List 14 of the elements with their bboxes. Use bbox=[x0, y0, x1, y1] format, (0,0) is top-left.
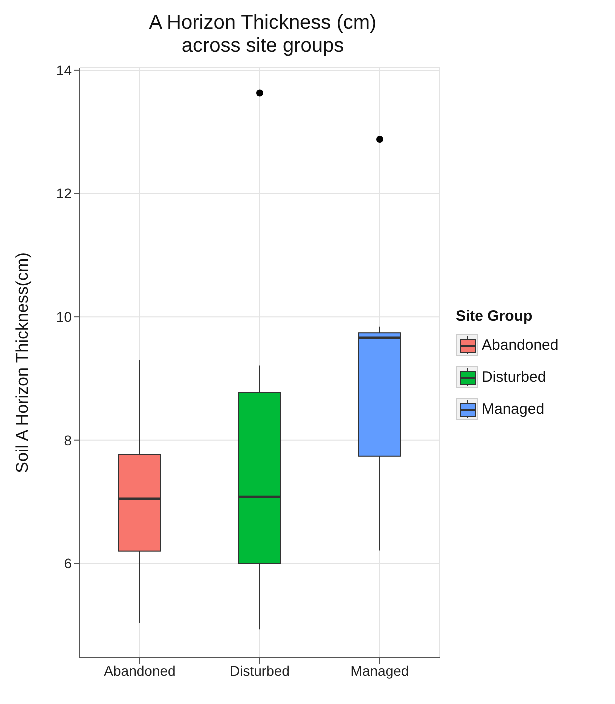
y-tick-label: 14 bbox=[56, 62, 72, 78]
legend-title: Site Group bbox=[456, 308, 534, 325]
y-tick-label: 10 bbox=[56, 309, 72, 326]
y-axis-title: Soil A Horizon Thickness(cm) bbox=[13, 252, 32, 474]
x-tick-label: Disturbed bbox=[230, 662, 290, 679]
legend-label: Disturbed bbox=[482, 368, 546, 386]
x-tick-label: Abandoned bbox=[104, 662, 176, 679]
y-tick-label: 8 bbox=[64, 432, 72, 448]
legend-label: Abandoned bbox=[482, 336, 559, 354]
chart-title: A Horizon Thickness (cm) across site groups bbox=[148, 12, 378, 58]
legend-label: Managed bbox=[482, 400, 545, 418]
y-tick-label: 6 bbox=[64, 556, 72, 572]
x-tick-label: Managed bbox=[350, 662, 410, 679]
y-tick-label: 12 bbox=[56, 186, 72, 202]
